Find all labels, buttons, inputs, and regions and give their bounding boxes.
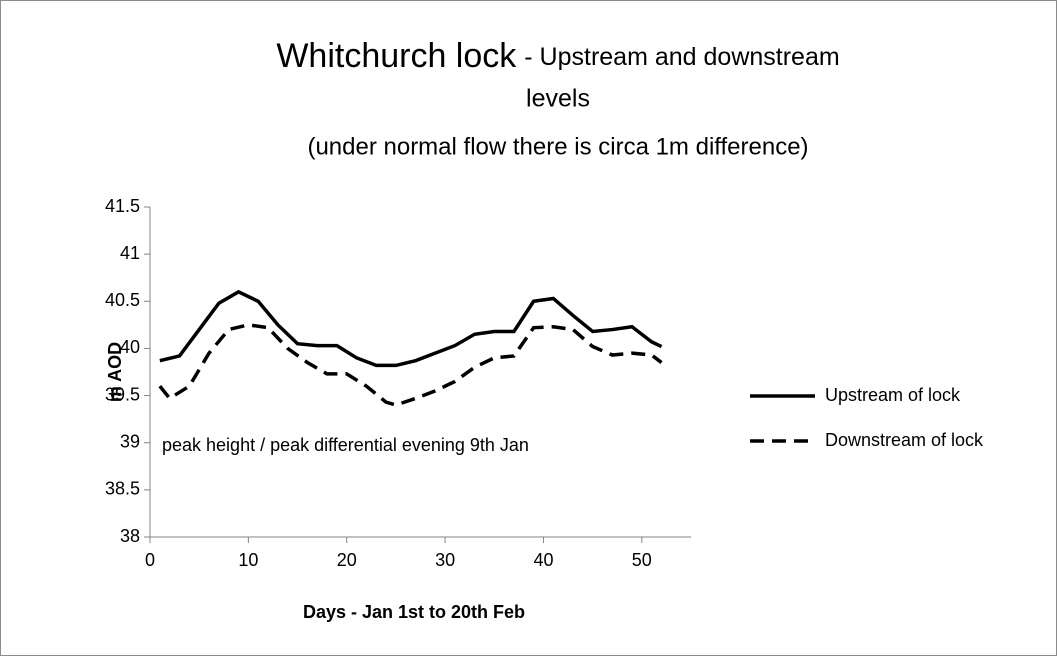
subtitle: (under normal flow there is circa 1m dif… bbox=[307, 133, 808, 160]
y-tick-label: 41.5 bbox=[105, 196, 140, 216]
legend-label: Downstream of lock bbox=[825, 430, 984, 450]
annotation: peak height / peak differential evening … bbox=[162, 435, 529, 455]
title-suffix-line: levels bbox=[526, 85, 590, 113]
y-tick-label: 40.5 bbox=[105, 290, 140, 310]
y-tick-label: 40 bbox=[120, 337, 140, 357]
series-line bbox=[159, 289, 663, 368]
y-tick-label: 38 bbox=[120, 526, 140, 546]
x-tick-label: 50 bbox=[632, 550, 652, 570]
y-axis-label: m AOD bbox=[105, 342, 125, 402]
x-tick-label: 10 bbox=[238, 550, 258, 570]
y-tick-label: 39 bbox=[120, 431, 140, 451]
title-suffix: - Upstream and downstream bbox=[524, 43, 839, 71]
series-line bbox=[158, 323, 663, 407]
y-tick-label: 38.5 bbox=[105, 479, 140, 499]
y-tick-label: 39.5 bbox=[105, 384, 140, 404]
x-tick-label: 20 bbox=[337, 550, 357, 570]
y-tick-label: 41 bbox=[120, 243, 140, 263]
chart-title: Whitchurch lock - Upstream and downstream bbox=[276, 37, 839, 75]
x-axis-label: Days - Jan 1st to 20th Feb bbox=[303, 602, 525, 622]
title-main: Whitchurch lock bbox=[276, 37, 517, 75]
x-tick-label: 0 bbox=[145, 550, 155, 570]
x-tick-label: 30 bbox=[435, 550, 455, 570]
x-tick-label: 40 bbox=[533, 550, 553, 570]
legend-label: Upstream of lock bbox=[825, 385, 961, 405]
